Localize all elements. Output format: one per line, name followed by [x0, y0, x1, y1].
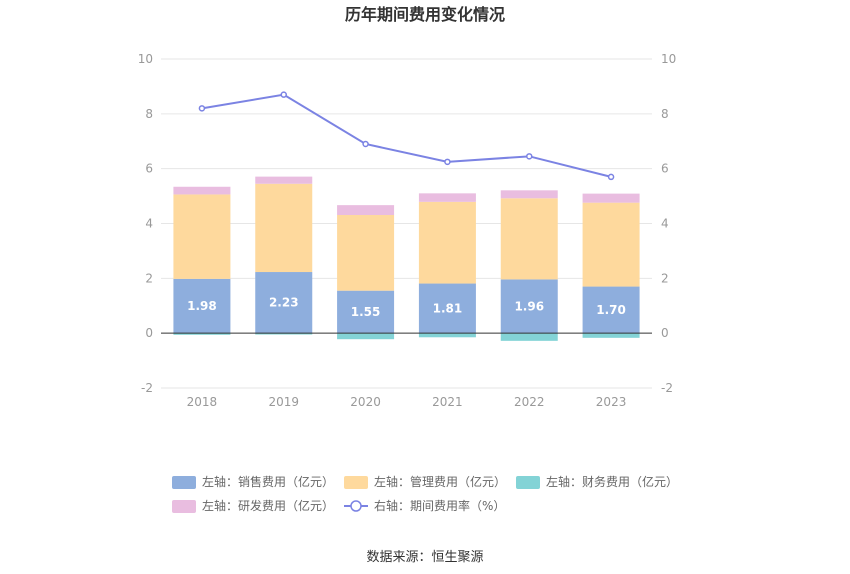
bar	[173, 278, 231, 334]
left-tick-label: 2	[145, 271, 153, 285]
legend-swatch	[172, 476, 196, 489]
right-tick-label: 8	[661, 107, 669, 121]
bar	[500, 279, 558, 334]
bar	[500, 198, 558, 280]
bar	[173, 194, 231, 279]
legend-label: 右轴：期间费用率（%）	[374, 498, 505, 513]
bar	[418, 201, 476, 284]
legend-swatch	[344, 476, 368, 489]
left-tick-label: 6	[145, 162, 153, 176]
legend-label: 左轴：研发费用（亿元）	[202, 498, 334, 513]
bar-data-label: 1.70	[596, 303, 626, 317]
bar	[255, 272, 313, 334]
left-tick-label: -2	[141, 381, 153, 395]
rate-line	[198, 91, 615, 181]
legend-marker	[350, 500, 362, 512]
right-tick-label: 4	[661, 217, 669, 231]
bar-data-label: 1.55	[351, 305, 381, 319]
x-tick-label: 2021	[432, 395, 463, 409]
bar	[500, 333, 558, 341]
grid	[161, 58, 652, 389]
bar	[337, 290, 395, 334]
right-tick-label: 6	[661, 162, 669, 176]
legend-label: 左轴：财务费用（亿元）	[546, 474, 678, 489]
bar	[582, 333, 640, 338]
bar-data-label: 1.98	[187, 299, 217, 313]
rate-point	[280, 91, 287, 98]
bar	[173, 186, 231, 195]
x-tick-label: 2022	[514, 395, 545, 409]
left-tick-label: 4	[145, 217, 153, 231]
x-tick-label: 2019	[268, 395, 299, 409]
bar	[500, 190, 558, 199]
legend-label: 左轴：销售费用（亿元）	[202, 474, 334, 489]
x-tick-label: 2018	[187, 395, 218, 409]
bar	[337, 333, 395, 340]
rate-point	[526, 153, 533, 160]
right-tick-label: 10	[661, 52, 676, 66]
rate-point	[607, 173, 615, 181]
bar-data-label: 1.81	[433, 301, 463, 315]
legend-swatch	[516, 476, 540, 489]
bar	[255, 183, 313, 273]
data-source: 数据来源：恒生聚源	[366, 550, 483, 565]
right-tick-label: -2	[661, 381, 673, 395]
left-axis: -2 0 2 4 6 8 10	[138, 52, 153, 395]
bar	[582, 202, 640, 287]
bar	[337, 205, 395, 216]
bar	[418, 333, 476, 338]
bar	[582, 286, 640, 334]
x-tick-label: 2020	[350, 395, 381, 409]
bar	[173, 333, 231, 335]
bar-data-label: 2.23	[269, 296, 299, 310]
left-tick-label: 0	[145, 326, 153, 340]
left-tick-label: 10	[138, 52, 153, 66]
rate-point	[444, 158, 451, 166]
right-tick-label: 0	[661, 326, 669, 340]
chart-title: 历年期间费用变化情况	[345, 5, 505, 24]
bar	[582, 193, 640, 203]
rate-point	[198, 105, 206, 112]
right-axis: -2 0 2 4 6 8 10	[661, 52, 676, 395]
legend: 左轴：销售费用（亿元） 左轴：管理费用（亿元） 左轴：财务费用（亿元） 左轴：研发费用…	[172, 474, 678, 513]
bar-data-label: 1.96	[514, 299, 544, 313]
rate-line-path	[201, 93, 612, 178]
x-axis: 2018 2019 2020 2021 2022 2023	[161, 387, 652, 409]
legend-label: 左轴：管理费用（亿元）	[374, 474, 506, 489]
bar	[418, 193, 476, 202]
left-tick-label: 8	[145, 107, 153, 121]
bar	[255, 333, 313, 335]
legend-swatch	[172, 500, 196, 513]
x-tick-label: 2023	[596, 395, 627, 409]
bar	[337, 215, 395, 291]
right-tick-label: 2	[661, 271, 669, 285]
bars: 1.98 2.23 1.55 1.81 1.96 1.70	[173, 176, 640, 341]
rate-point	[362, 140, 369, 148]
bar	[418, 283, 476, 334]
bar	[255, 176, 313, 184]
